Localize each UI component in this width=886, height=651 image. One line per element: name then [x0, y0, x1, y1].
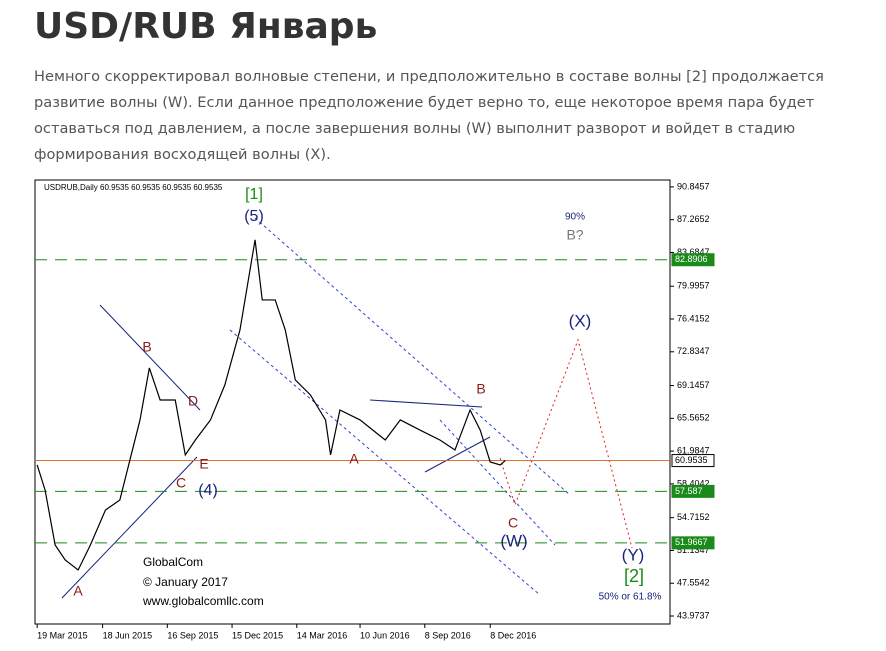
channel-line [229, 329, 541, 596]
y-tick-label: 90.8457 [677, 181, 710, 191]
symbol-header: USDRUB,Daily 60.9535 60.9535 60.9535 60.… [44, 183, 223, 192]
channel-line [254, 217, 571, 496]
level-label: 60.9535 [675, 455, 708, 465]
y-tick-label: 79.9957 [677, 281, 710, 291]
article-text: Немного скорректировал волновые степени,… [34, 68, 824, 163]
y-tick-label: 65.5652 [677, 413, 710, 423]
annotation: GlobalCom [143, 555, 203, 569]
level-label: 51.9667 [675, 537, 708, 547]
x-tick-label: 10 Jun 2016 [360, 630, 410, 640]
level-label: 57.587 [675, 486, 703, 496]
annotation: (Y) [622, 545, 645, 564]
y-tick-label: 51.1347 [677, 545, 710, 555]
drawings [61, 217, 633, 599]
level-label-box [671, 484, 715, 498]
annotation: A [73, 583, 83, 599]
annotation: B [476, 381, 485, 397]
x-tick-label: 18 Jun 2015 [103, 630, 153, 640]
y-tick-label: 47.5542 [677, 578, 710, 588]
annotation: [1] [245, 186, 263, 203]
y-tick-label: 87.2652 [677, 214, 710, 224]
title-accent: Январь [229, 6, 378, 47]
annotation: E [199, 456, 208, 472]
x-tick-label: 8 Dec 2016 [490, 630, 536, 640]
y-tick-label: 54.7152 [677, 512, 710, 522]
trendline [99, 304, 201, 411]
annotation: www.globalcomllc.com [142, 594, 264, 608]
x-tick-label: 8 Sep 2016 [425, 630, 471, 640]
level-label: 82.8906 [675, 254, 708, 264]
title: USD/RUB Январь [34, 6, 377, 47]
annotation: (5) [244, 208, 264, 225]
price-line [36, 239, 506, 571]
x-tick-label: 14 Mar 2016 [297, 630, 348, 640]
channel-line [439, 419, 556, 546]
title-main: USD/RUB [34, 6, 217, 47]
plot-frame [34, 179, 671, 625]
trendline [61, 456, 198, 599]
y-tick-label: 58.4042 [677, 478, 710, 488]
level-label-box [671, 253, 715, 267]
annotation: (W) [500, 531, 527, 550]
annotation: © January 2017 [143, 575, 228, 589]
annotation: A [349, 451, 359, 467]
annotation: (X) [569, 311, 592, 330]
x-tick-label: 16 Sep 2015 [167, 630, 218, 640]
trendline [369, 399, 483, 408]
level-label-box [671, 454, 715, 468]
annotation: C [508, 515, 518, 531]
y-tick-label: 61.9847 [677, 445, 710, 455]
y-tick-label: 72.8347 [677, 346, 710, 356]
annotation: (4) [198, 482, 218, 499]
y-tick-label: 83.6847 [677, 247, 710, 257]
y-tick-label: 76.4152 [677, 313, 710, 323]
annotation: B? [566, 227, 583, 243]
x-tick-label: 15 Dec 2015 [232, 630, 283, 640]
annotation: C [176, 475, 186, 491]
annotation: 50% or 61.8% [599, 592, 662, 603]
level-label-box [671, 536, 715, 550]
annotation: [2] [624, 566, 644, 586]
trendline [424, 436, 491, 473]
annotation: D [188, 393, 198, 409]
y-tick-label: 69.1457 [677, 380, 710, 390]
annotation: 90% [565, 212, 585, 223]
annotation: B [142, 339, 151, 355]
x-tick-label: 19 Mar 2015 [37, 630, 88, 640]
y-tick-label: 43.9737 [677, 610, 710, 620]
